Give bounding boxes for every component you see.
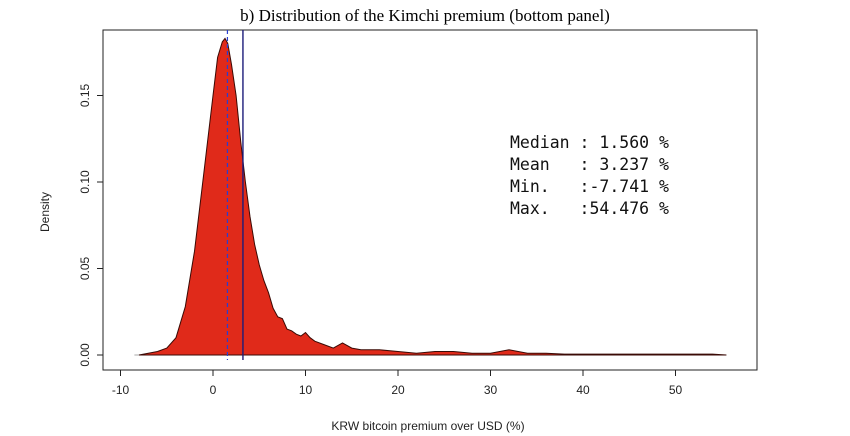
x-tick-label: 30 xyxy=(484,383,498,397)
y-tick-label: 0.00 xyxy=(78,343,92,367)
y-axis-label: Density xyxy=(38,192,52,232)
stat-mean: Mean : 3.237 % xyxy=(510,155,669,174)
stat-min: Min. :-7.741 % xyxy=(510,177,669,196)
plot-frame xyxy=(102,29,758,371)
x-tick-label: 10 xyxy=(299,383,313,397)
x-tick-label: 40 xyxy=(576,383,590,397)
stat-median: Median : 1.560 % xyxy=(510,133,669,152)
y-tick-label: 0.10 xyxy=(78,170,92,194)
x-tick-label: 50 xyxy=(669,383,683,397)
x-axis-label: KRW bitcoin premium over USD (%) xyxy=(331,419,524,433)
y-tick-label: 0.05 xyxy=(78,256,92,280)
y-tick-label: 0.15 xyxy=(78,83,92,107)
stat-max: Max. :54.476 % xyxy=(510,199,669,218)
x-tick-label: 0 xyxy=(210,383,217,397)
x-tick-label: -10 xyxy=(112,383,130,397)
x-tick-label: 20 xyxy=(391,383,405,397)
density-area xyxy=(138,37,727,356)
chart-title: b) Distribution of the Kimchi premium (b… xyxy=(240,6,610,25)
